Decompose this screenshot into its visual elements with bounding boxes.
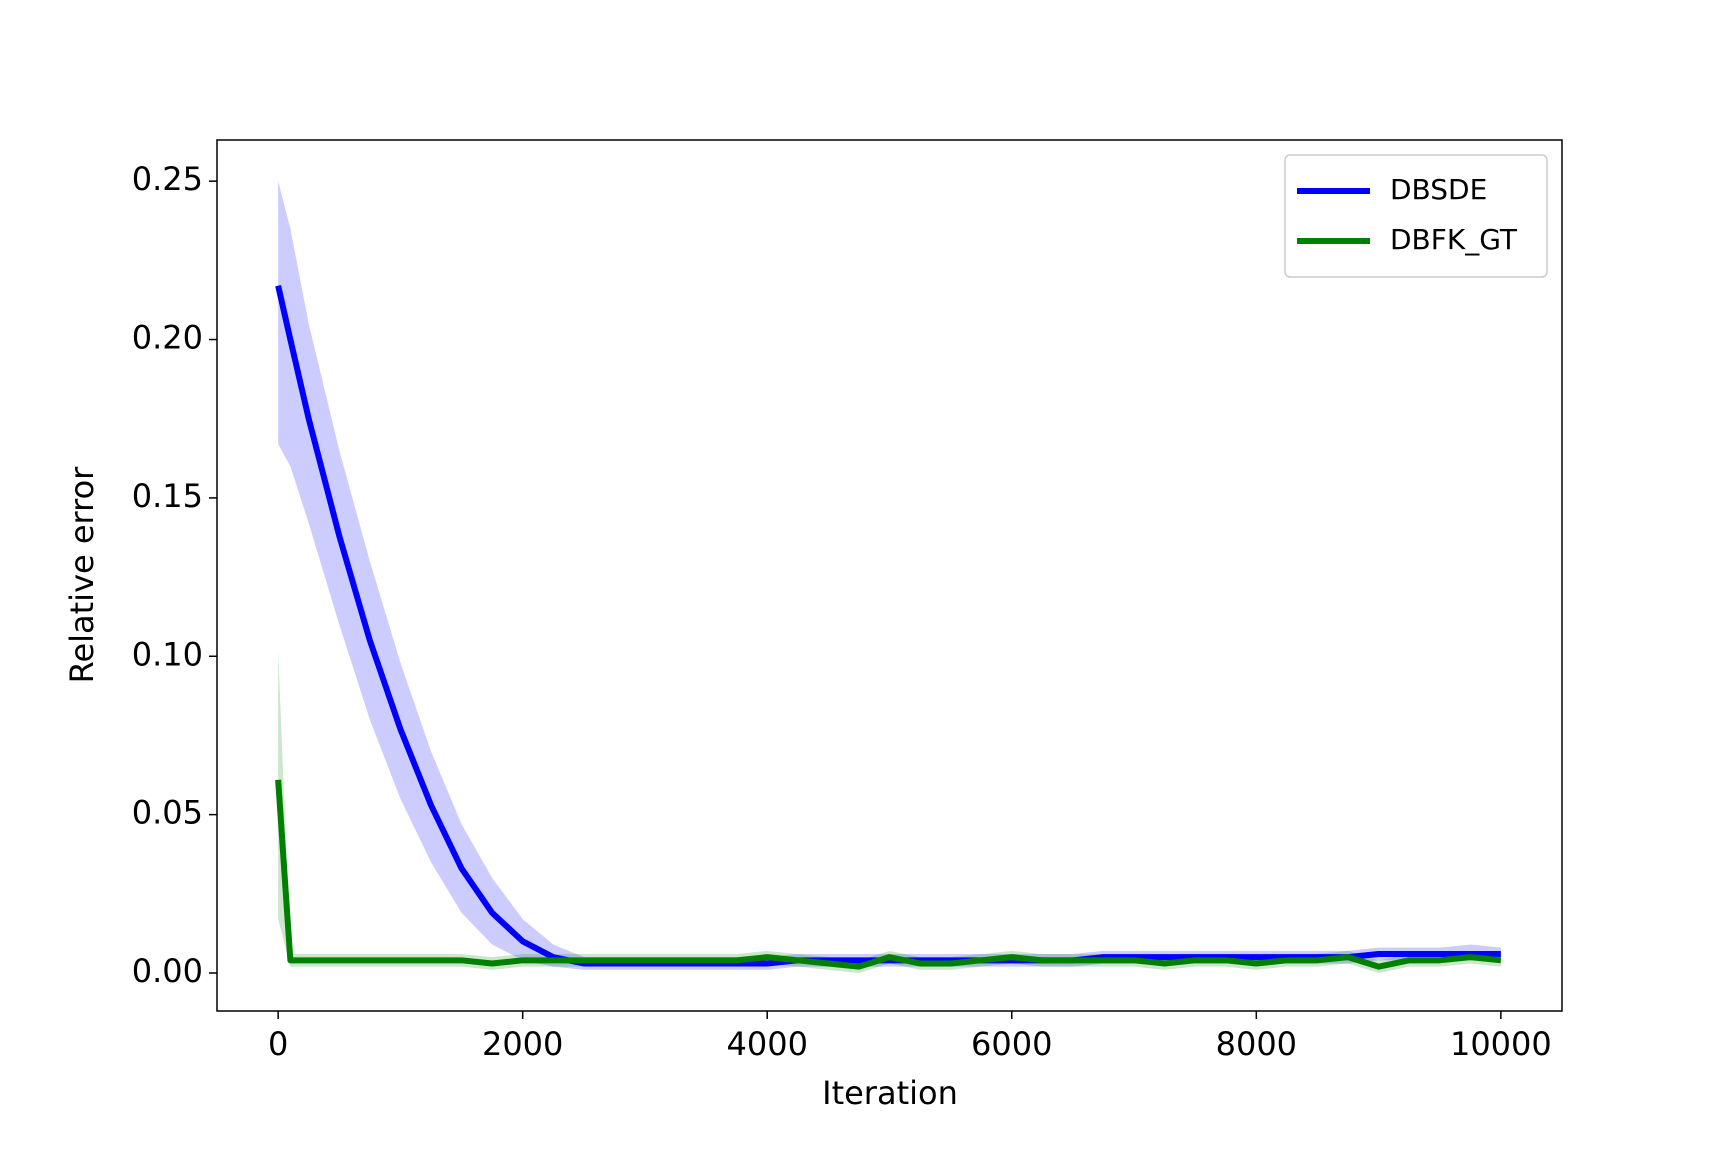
y-tick-label: 0.15 xyxy=(132,477,203,515)
x-axis-label: Iteration xyxy=(822,1074,958,1112)
y-tick-label: 0.20 xyxy=(132,319,203,357)
y-tick-label: 0.25 xyxy=(132,160,203,198)
legend-box xyxy=(1284,154,1548,278)
error-band xyxy=(278,181,1501,970)
line xyxy=(275,779,1502,970)
x-tick-label: 10000 xyxy=(1450,1025,1552,1063)
plot-frame xyxy=(216,139,1563,1012)
legend-label: DBSDE xyxy=(1390,173,1487,206)
error-band xyxy=(278,649,1501,973)
x-tick-label: 8000 xyxy=(1216,1025,1297,1063)
x-tick-label: 0 xyxy=(268,1025,288,1063)
x-tick-label: 4000 xyxy=(727,1025,808,1063)
y-tick-label: 0.05 xyxy=(132,794,203,832)
x-tick-label: 6000 xyxy=(971,1025,1052,1063)
y-axis-label: Relative error xyxy=(63,466,101,684)
y-tick-label: 0.10 xyxy=(132,635,203,673)
y-tick-label: 0.00 xyxy=(132,952,203,990)
legend-label: DBFK_GT xyxy=(1390,223,1518,256)
line xyxy=(275,285,1501,967)
x-tick-label: 2000 xyxy=(482,1025,563,1063)
